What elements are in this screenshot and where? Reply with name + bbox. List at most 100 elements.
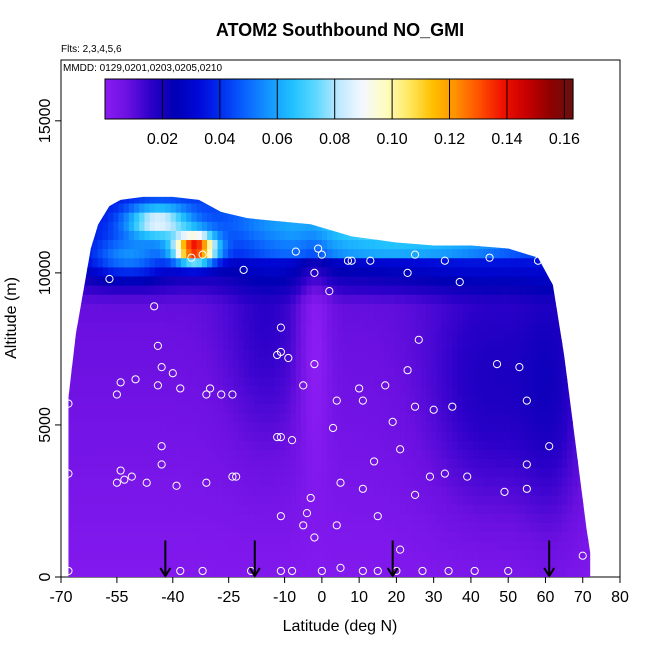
field-cell: [447, 494, 453, 505]
field-cell: [389, 196, 396, 204]
field-cell: [327, 549, 333, 560]
field-cell: [327, 275, 333, 286]
field-cell: [87, 312, 93, 323]
field-cell: [295, 285, 302, 295]
field-cell: [520, 540, 526, 551]
field-cell: [441, 440, 448, 450]
field-cell: [457, 485, 464, 496]
sample-point: [187, 253, 196, 262]
field-cell: [139, 494, 146, 505]
field-cell: [415, 513, 422, 523]
field-cell: [170, 212, 177, 222]
field-cell: [243, 212, 250, 222]
sample-point: [116, 378, 125, 387]
field-cell: [175, 312, 182, 323]
field-cell: [582, 403, 589, 414]
field-cell: [504, 330, 511, 341]
field-cell: [488, 513, 495, 523]
field-cell: [467, 394, 474, 405]
field-cell: [160, 196, 166, 204]
sample-point: [112, 478, 122, 487]
field-cell: [76, 431, 83, 441]
field-cell: [332, 449, 339, 459]
field-cell: [227, 239, 234, 250]
field-cell: [494, 385, 500, 396]
field-cell: [441, 549, 448, 560]
field-cell: [452, 303, 459, 314]
field-cell: [415, 367, 422, 377]
field-cell: [535, 403, 542, 414]
field-cell: [332, 504, 339, 514]
field-cell: [540, 239, 547, 250]
field-cell: [520, 230, 526, 241]
field-cell: [217, 348, 224, 359]
field-cell: [499, 476, 506, 487]
field-cell: [358, 196, 365, 204]
field-cell: [170, 230, 177, 241]
field-cell: [207, 348, 213, 359]
field-cell: [238, 312, 245, 323]
field-cell: [61, 550, 67, 560]
field-cell: [321, 285, 328, 295]
field-cell: [81, 266, 88, 277]
field-cell: [452, 196, 459, 204]
field-cell: [462, 312, 469, 323]
field-cell: [546, 266, 553, 277]
field-cell: [227, 196, 234, 204]
field-cell: [170, 394, 177, 405]
field-cell: [113, 513, 119, 523]
field-cell: [447, 467, 453, 478]
field-cell: [327, 185, 333, 195]
field-cell: [556, 549, 563, 560]
field-cell: [264, 485, 271, 496]
field-cell: [567, 394, 573, 405]
field-cell: [181, 202, 187, 213]
field-cell: [405, 376, 412, 386]
field-cell: [128, 504, 135, 514]
field-cell: [196, 230, 203, 241]
field-cell: [181, 513, 187, 523]
field-cell: [441, 348, 448, 359]
field-cell: [233, 549, 239, 560]
field-cell: [499, 294, 506, 304]
field-cell: [525, 339, 532, 350]
field-cell: [149, 412, 156, 423]
field-cell: [394, 394, 401, 405]
field-cell: [61, 522, 67, 532]
field-cell: [316, 294, 323, 304]
field-cell: [128, 266, 135, 277]
field-cell: [462, 221, 469, 231]
field-cell: [160, 248, 166, 259]
field-cell: [405, 303, 412, 314]
field-cell: [118, 221, 125, 231]
field-cell: [87, 266, 93, 277]
field-cell: [217, 248, 224, 259]
field-cell: [321, 421, 328, 432]
field-cell: [405, 176, 411, 186]
field-cell: [238, 358, 245, 368]
field-cell: [535, 330, 542, 341]
field-cell: [290, 330, 297, 341]
field-cell: [61, 249, 67, 259]
field-cell: [358, 230, 365, 241]
field-cell: [551, 221, 558, 231]
sample-point: [202, 390, 211, 399]
field-cell: [233, 522, 239, 532]
field-cell: [483, 303, 490, 314]
field-cell: [374, 248, 380, 259]
field-cell: [102, 285, 109, 295]
field-cell: [457, 522, 464, 532]
field-cell: [410, 440, 417, 450]
field-cell: [457, 275, 464, 286]
field-cell: [447, 385, 453, 396]
field-cell: [478, 248, 485, 259]
field-cell: [233, 230, 239, 241]
field-cell: [567, 321, 573, 332]
field-cell: [363, 376, 370, 386]
field-cell: [556, 257, 563, 268]
field-cell: [520, 376, 526, 386]
field-cell: [436, 476, 443, 487]
field-cell: [107, 196, 114, 204]
field-cell: [327, 212, 333, 222]
field-cell: [389, 476, 396, 487]
